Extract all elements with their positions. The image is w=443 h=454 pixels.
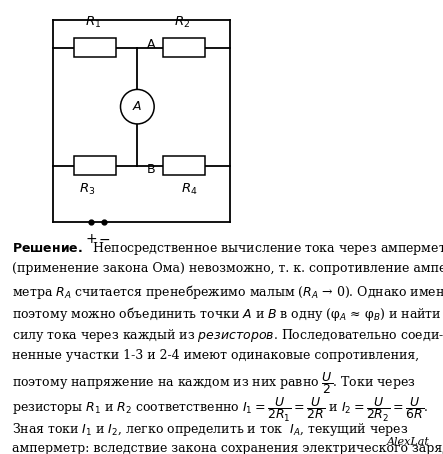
Text: $R_1$: $R_1$ [85,15,101,30]
Bar [74,156,116,175]
Text: $R_2$: $R_2$ [174,15,190,30]
Text: B: B [147,163,155,176]
Text: метра $R_A$ считается пренебрежимо малым ($R_A$ → 0). Однако именно: метра $R_A$ считается пренебрежимо малым… [12,283,443,301]
Text: −: − [98,232,110,247]
Text: Зная токи $I_1$ и $I_2$, легко определить и ток  $I_A$, текущий через: Зная токи $I_1$ и $I_2$, легко определит… [12,420,409,438]
Text: силу тока через каждый из $\it{резисторов}$. Последовательно соеди-: силу тока через каждый из $\it{резисторо… [12,327,443,344]
Text: поэтому напряжение на каждом из них равно $\dfrac{U}{2}$. Токи через: поэтому напряжение на каждом из них равн… [12,370,416,396]
Text: $R_4$: $R_4$ [181,182,198,197]
Bar [74,38,116,57]
Bar [163,38,205,57]
Text: $A$: $A$ [132,100,143,113]
Text: $R_3$: $R_3$ [79,182,95,197]
Text: A: A [147,38,155,50]
Text: (применение закона Ома) невозможно, т. к. сопротивление ампер-: (применение закона Ома) невозможно, т. к… [12,262,443,275]
Text: поэтому можно объединить точки $A$ и $B$ в одну (φ$_A$ ≈ φ$_B$) и найти: поэтому можно объединить точки $A$ и $B$… [12,305,442,323]
Circle shape [120,89,154,124]
Bar [163,156,205,175]
Text: AlexLat: AlexLat [387,437,430,447]
Text: амперметр: вследствие закона сохранения электрического заряда: амперметр: вследствие закона сохранения … [12,442,443,454]
Text: +: + [85,232,97,247]
Text: резисторы $R_1$ и $R_2$ соответственно $I_1 = \dfrac{U}{2R_1} = \dfrac{U}{2R}$ и: резисторы $R_1$ и $R_2$ соответственно $… [12,395,429,424]
Text: ненные участки 1-3 и 2-4 имеют одинаковые сопротивления,: ненные участки 1-3 и 2-4 имеют одинаковы… [12,349,420,362]
Text: $\mathbf{Решение.}$  Непосредственное вычисление тока через амперметр: $\mathbf{Решение.}$ Непосредственное выч… [12,240,443,257]
